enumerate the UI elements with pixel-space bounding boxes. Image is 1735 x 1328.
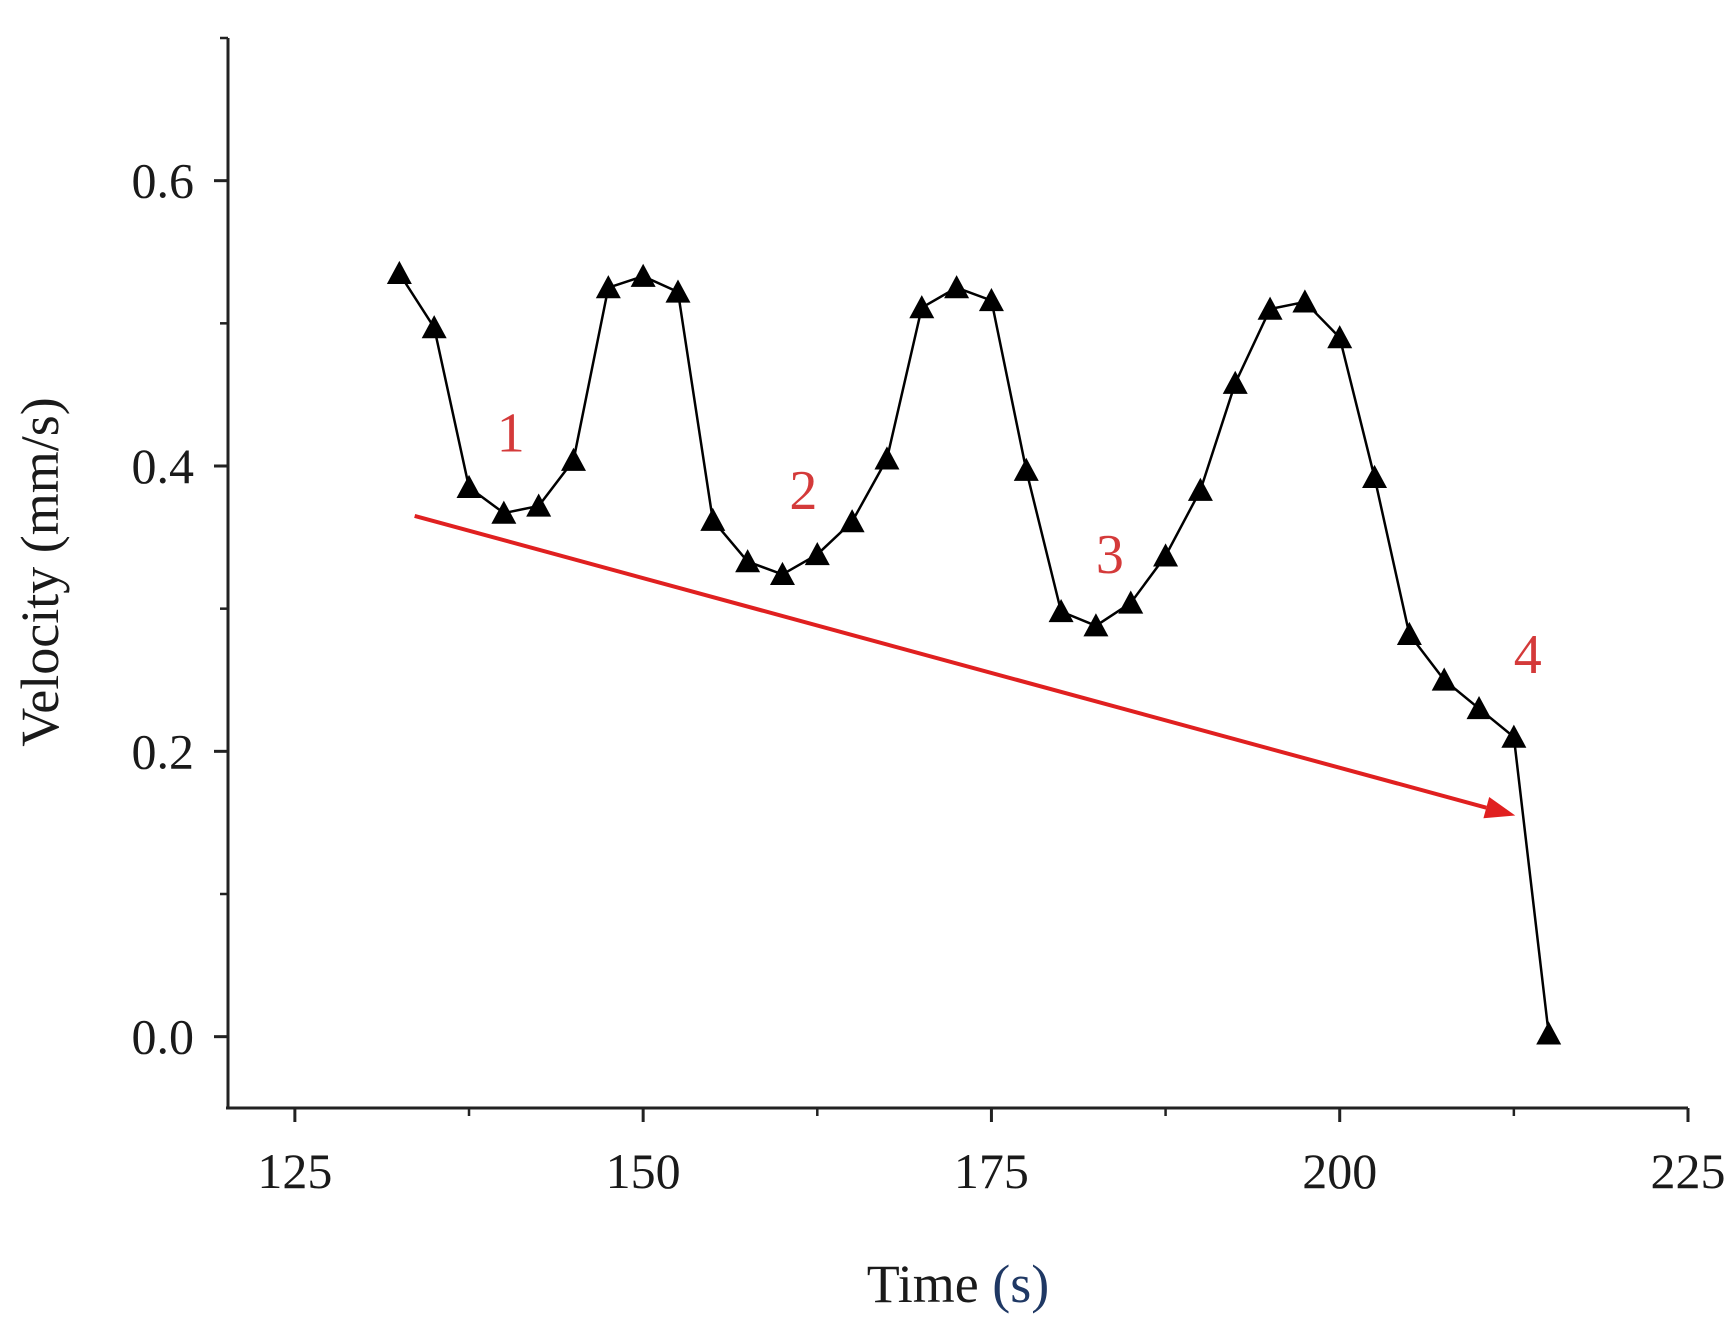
data-point-1 [421,315,447,339]
y-tick-label-0: 0.0 [132,1009,195,1065]
data-point-3 [491,500,517,524]
data-point-5 [560,447,586,471]
trend-arrow-group [414,514,1516,819]
annotation-2: 2 [789,460,817,522]
data-point-25 [1257,296,1283,320]
x-tick-label-175: 175 [954,1143,1029,1199]
annotation-3: 3 [1096,524,1124,586]
annotation-1: 1 [497,403,525,465]
data-point-12 [804,541,830,566]
trend-arrow-head [1483,797,1516,819]
data-point-11 [769,561,795,586]
y-tick-label-0.4: 0.4 [132,438,195,494]
data-point-0 [386,260,412,285]
data-point-4 [526,493,552,517]
x-axis-title-name: Time [867,1254,993,1314]
data-point-32 [1501,724,1527,748]
data-point-29 [1396,621,1422,645]
data-point-13 [839,509,865,533]
series-line-0 [398,272,1550,1034]
data-point-18 [1013,457,1039,481]
data-point-23 [1187,477,1213,501]
data-point-22 [1153,543,1179,567]
x-axis-title: Time (s) [867,1254,1050,1314]
data-point-27 [1327,325,1353,349]
data-point-14 [874,446,900,470]
data-point-2 [456,474,482,499]
plot-frame [226,38,1688,1110]
data-point-24 [1222,370,1248,394]
data-point-9 [700,507,726,531]
annotation-4: 4 [1514,624,1542,686]
data-point-21 [1118,590,1144,614]
x-tick-label-150: 150 [606,1143,681,1199]
data-point-30 [1431,667,1457,691]
data-point-7 [630,263,656,287]
data-point-26 [1292,289,1318,313]
data-point-8 [665,279,691,303]
data-point-28 [1362,464,1388,489]
data-point-31 [1466,696,1492,720]
data-point-33 [1536,1021,1562,1045]
annotations-group: 1 2 3 4 [497,403,1542,686]
x-tick-label-200: 200 [1302,1143,1377,1199]
data-point-19 [1048,599,1074,623]
series-group [386,260,1562,1045]
data-point-20 [1083,613,1109,637]
x-ticks: 125 150 175 200 225 [257,1108,1726,1199]
x-axis-title-unit: (s) [992,1254,1049,1314]
x-tick-label-225: 225 [1651,1143,1726,1199]
trend-arrow-line [414,514,1487,810]
y-tick-label-0.2: 0.2 [132,723,195,779]
data-point-6 [595,275,621,299]
y-tick-label-0.6: 0.6 [132,153,195,209]
data-point-16 [944,275,970,299]
data-point-10 [735,549,761,573]
y-axis-title: Velocity (mm/s) [10,397,70,746]
data-point-15 [909,295,935,319]
x-tick-label-125: 125 [257,1143,332,1199]
data-point-17 [978,288,1004,312]
y-ticks: 0.0 0.2 0.4 0.6 [132,36,228,1065]
